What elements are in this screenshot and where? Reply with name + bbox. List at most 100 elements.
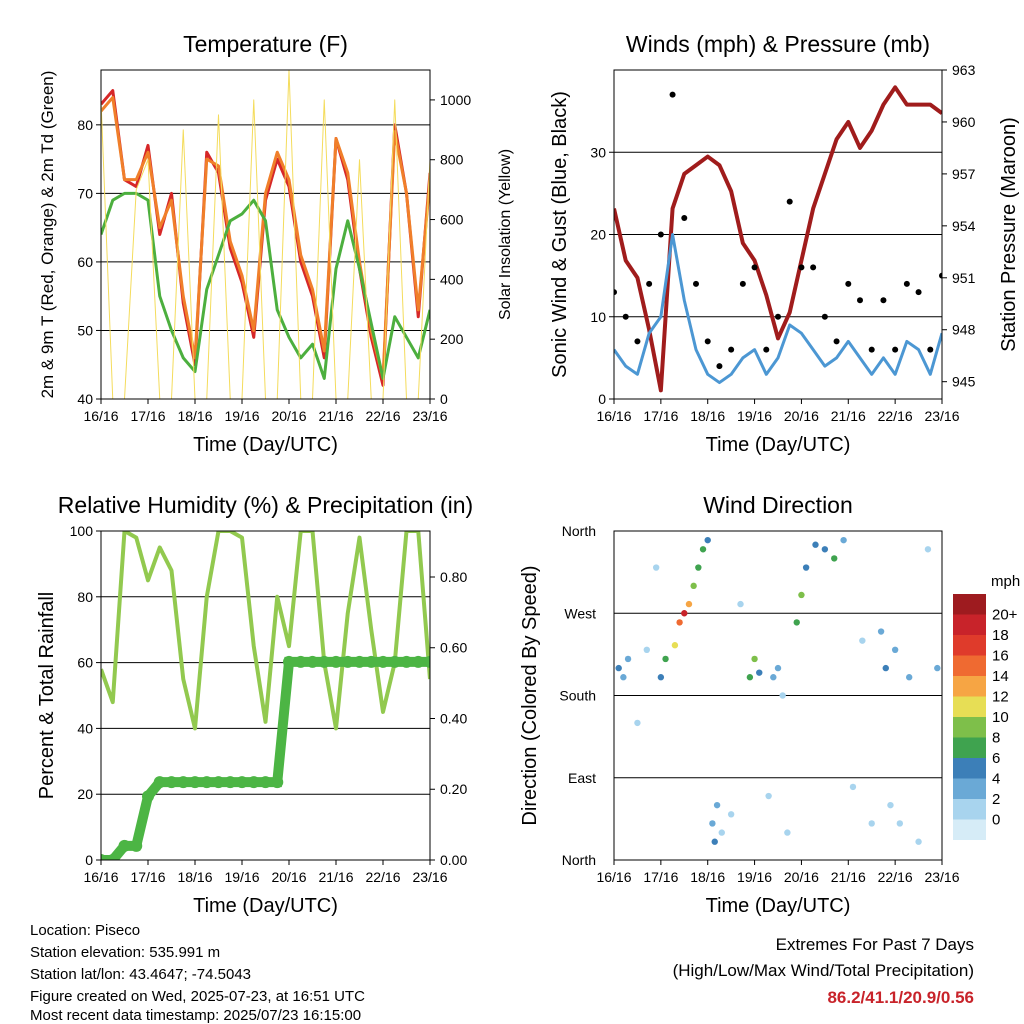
x-tick-label: 21/16 bbox=[831, 408, 866, 424]
y2-tick-label: 0.40 bbox=[440, 710, 467, 726]
y-tick-label: 50 bbox=[77, 322, 93, 338]
gust-point bbox=[821, 313, 828, 320]
colorbar-label: 18 bbox=[992, 627, 1009, 644]
gust-point bbox=[693, 280, 699, 287]
direction-point bbox=[737, 600, 744, 608]
y-tick-label: 10 bbox=[590, 309, 606, 325]
temperature-title: Temperature (F) bbox=[183, 31, 348, 57]
direction-point bbox=[840, 536, 847, 544]
y-tick-label: 100 bbox=[70, 523, 94, 539]
y2-tick-label: 1000 bbox=[440, 92, 471, 108]
x-tick-label: 16/16 bbox=[596, 869, 631, 885]
direction-point bbox=[620, 674, 627, 681]
x-tick-label: 17/16 bbox=[643, 869, 678, 885]
direction-point bbox=[770, 674, 777, 681]
y-tick-label: 30 bbox=[590, 144, 606, 160]
gust-point bbox=[716, 363, 723, 370]
winds-plot-area bbox=[614, 85, 942, 393]
direction-point bbox=[690, 582, 697, 590]
direction-point bbox=[793, 619, 800, 626]
y2-tick-label: 954 bbox=[952, 218, 976, 234]
y-axis-label: Sonic Wind & Gust (Blue, Black) bbox=[549, 91, 571, 378]
solar-insolation-line bbox=[101, 70, 430, 399]
gust-point bbox=[763, 346, 770, 353]
y-tick-label: 0 bbox=[85, 852, 93, 868]
x-tick-label: 21/16 bbox=[318, 869, 353, 885]
plot-frame bbox=[100, 69, 431, 400]
extremes-values: 86.2/41.1/20.9/0.56 bbox=[827, 988, 974, 1007]
direction-title: Wind Direction bbox=[703, 492, 853, 518]
direction-point bbox=[802, 564, 810, 571]
direction-point bbox=[915, 838, 922, 845]
elevation-text: Station elevation: 535.991 m bbox=[30, 944, 221, 961]
colorbar-label: 12 bbox=[992, 689, 1009, 706]
y2-tick-label: 0.20 bbox=[440, 781, 467, 797]
gust-point bbox=[669, 91, 676, 98]
temperature-panel: Temperature (F)4050607080020040060080010… bbox=[38, 31, 514, 456]
y2-tick-label: 200 bbox=[440, 331, 464, 347]
direction-point bbox=[779, 692, 786, 699]
direction-plot-area bbox=[615, 536, 941, 845]
colorbar-label: 8 bbox=[992, 730, 1000, 747]
direction-point bbox=[859, 637, 866, 644]
y-tick-label: 20 bbox=[590, 227, 606, 243]
x-tick-label: 16/16 bbox=[83, 869, 118, 885]
x-tick-label: 22/16 bbox=[878, 408, 913, 424]
direction-point bbox=[868, 820, 875, 827]
gust-point bbox=[857, 297, 863, 304]
x-tick-label: 20/16 bbox=[271, 408, 306, 424]
gust-point bbox=[892, 346, 899, 353]
relative-humidity-line bbox=[101, 531, 430, 731]
created-text: Figure created on Wed, 2025-07-23, at 16… bbox=[30, 988, 365, 1005]
colorbar-label: 0 bbox=[992, 812, 1000, 829]
direction-point bbox=[634, 719, 641, 727]
colorbar-label: 6 bbox=[992, 750, 1000, 767]
direction-point bbox=[891, 646, 899, 654]
y-tick-label: 80 bbox=[77, 117, 93, 133]
direction-point bbox=[821, 546, 829, 553]
x-axis-label: Time (Day/UTC) bbox=[706, 895, 851, 917]
y2-axis-label: Solar Insolation (Yellow) bbox=[497, 149, 514, 320]
colorbar-label: 16 bbox=[992, 648, 1009, 665]
y2-tick-label: 0.00 bbox=[440, 852, 467, 868]
y-tick-label: 70 bbox=[77, 185, 93, 201]
extremes-subtitle: (High/Low/Max Wind/Total Precipitation) bbox=[672, 961, 974, 980]
direction-point bbox=[765, 792, 772, 800]
gust-point bbox=[657, 231, 664, 238]
direction-point bbox=[887, 801, 894, 809]
y-tick-label: 60 bbox=[77, 655, 93, 671]
y2-tick-label: 0.80 bbox=[440, 569, 467, 585]
direction-point bbox=[784, 829, 791, 836]
x-axis-label: Time (Day/UTC) bbox=[706, 434, 851, 456]
y-axis-label: 2m & 9m T (Red, Orange) & 2m Td (Green) bbox=[38, 71, 57, 399]
x-tick-label: 19/16 bbox=[224, 869, 259, 885]
colorbar-swatch bbox=[953, 758, 986, 779]
location-text: Location: Piseco bbox=[30, 922, 141, 939]
temperature-plot-area bbox=[101, 70, 430, 399]
colorbar-label: 10 bbox=[992, 709, 1009, 726]
x-tick-label: 23/16 bbox=[412, 408, 447, 424]
x-axis-label: Time (Day/UTC) bbox=[193, 434, 338, 456]
y-tick-label: 0 bbox=[598, 391, 606, 407]
gust-point bbox=[614, 289, 617, 296]
direction-point bbox=[746, 674, 754, 681]
y-category-label: South bbox=[559, 688, 596, 704]
direction-point bbox=[774, 664, 782, 672]
gust-point bbox=[845, 280, 852, 287]
y2-tick-label: 957 bbox=[952, 166, 976, 182]
direction-point bbox=[662, 655, 669, 663]
direction-point bbox=[709, 820, 716, 827]
direction-point bbox=[727, 811, 735, 818]
gust-point bbox=[915, 289, 922, 296]
station-pressure-line bbox=[614, 85, 942, 393]
direction-point bbox=[713, 801, 721, 809]
direction-point bbox=[681, 610, 688, 617]
direction-point bbox=[882, 664, 889, 672]
9m-t-line bbox=[101, 95, 430, 380]
y2-tick-label: 951 bbox=[952, 270, 976, 286]
direction-point bbox=[685, 600, 693, 608]
direction-point bbox=[831, 555, 838, 562]
colorbar-swatch bbox=[953, 594, 986, 615]
gust-point bbox=[739, 280, 746, 287]
gust-point bbox=[704, 338, 711, 345]
